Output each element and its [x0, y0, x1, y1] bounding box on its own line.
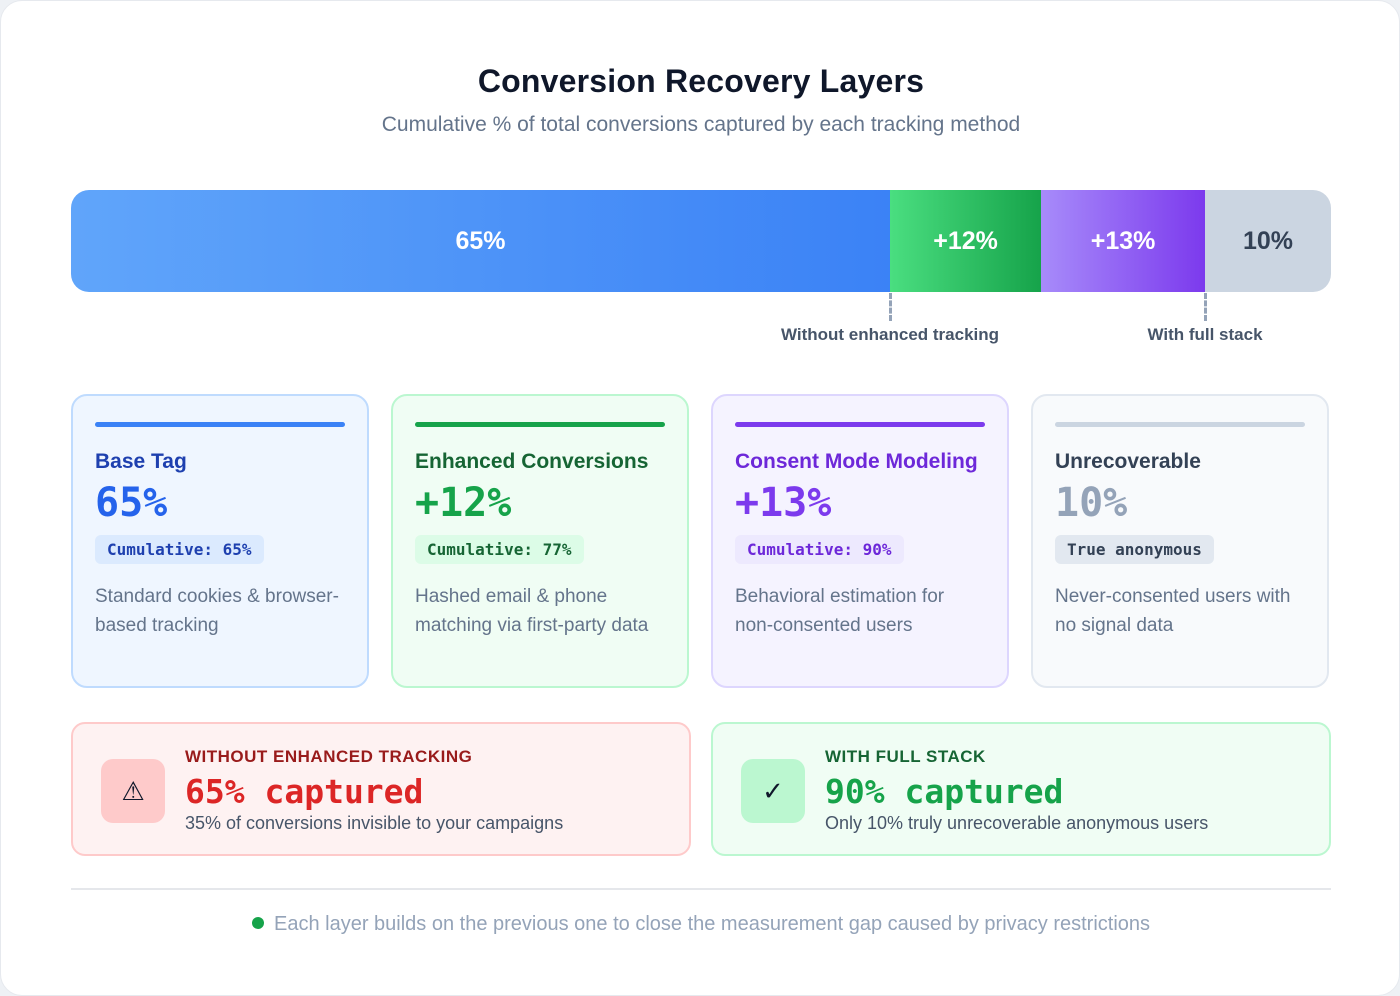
layer-accent-bar — [95, 422, 345, 427]
layer-name: Consent Mode Modeling — [735, 450, 978, 473]
layer-accent-bar — [415, 422, 665, 427]
summary-value: 90% captured — [825, 772, 1064, 811]
layer-card-consent-mode-modeling: Consent Mode Modeling +13% Cumulative: 9… — [711, 394, 1009, 688]
layer-name: Enhanced Conversions — [415, 450, 649, 473]
cumulative-badge: True anonymous — [1055, 535, 1214, 564]
footer-note: Each layer builds on the previous one to… — [1, 913, 1400, 936]
layer-percent: 10% — [1055, 480, 1128, 526]
layer-card-unrecoverable: Unrecoverable 10% True anonymous Never-c… — [1031, 394, 1329, 688]
marker-line — [1204, 293, 1207, 321]
layer-percent: +13% — [735, 480, 832, 526]
summary-description: Only 10% truly unrecoverable anonymous u… — [825, 813, 1209, 833]
summary-with-full-stack: ✓ WITH FULL STACK 90% captured Only 10% … — [711, 722, 1331, 856]
layer-percent: 65% — [95, 480, 168, 526]
summary-label: WITHOUT ENHANCED TRACKING — [185, 747, 473, 766]
chart-subtitle: Cumulative % of total conversions captur… — [381, 113, 1021, 136]
layer-description: Behavioral estimation for non-consented … — [735, 586, 945, 636]
chart-title: Conversion Recovery Layers — [477, 63, 925, 99]
layer-card-enhanced-conversions: Enhanced Conversions +12% Cumulative: 77… — [391, 394, 689, 688]
layer-description: Hashed email & phone matching via first-… — [415, 586, 649, 636]
layer-description: Standard cookies & browser-based trackin… — [95, 586, 339, 636]
layer-accent-bar — [735, 422, 985, 427]
bar-segment-label: 65% — [455, 226, 506, 255]
bar-segment-label: +13% — [1090, 226, 1156, 255]
bar-segment-label: 10% — [1242, 226, 1293, 255]
layer-card-base-tag: Base Tag 65% Cumulative: 65% Standard co… — [71, 394, 369, 688]
bar-segment-enhanced-conversions: +12% — [890, 190, 1042, 292]
marker-line — [889, 293, 892, 321]
marker-label: Without enhanced tracking — [780, 325, 1000, 344]
summary-without-enhanced-tracking: ⚠ WITHOUT ENHANCED TRACKING 65% captured… — [71, 722, 691, 856]
cumulative-badge: Cumulative: 77% — [415, 535, 584, 564]
summary-description: 35% of conversions invisible to your cam… — [185, 813, 564, 833]
bar-segment-base-tag: 65% — [71, 190, 890, 292]
layer-name: Base Tag — [95, 450, 187, 473]
layer-accent-bar — [1055, 422, 1305, 427]
marker-label: With full stack — [1147, 325, 1263, 344]
layer-name: Unrecoverable — [1055, 450, 1201, 473]
bar-segment-label: +12% — [933, 226, 998, 255]
layer-description: Never-consented users with no signal dat… — [1055, 586, 1291, 636]
check-icon: ✓ — [741, 759, 805, 823]
bar-segment-unrecoverable: 10% — [1204, 190, 1331, 292]
summary-label: WITH FULL STACK — [825, 747, 986, 766]
divider — [71, 888, 1331, 890]
status-dot-icon — [251, 916, 264, 929]
footer-text: Each layer builds on the previous one to… — [273, 913, 1151, 935]
stacked-bar: 65% +12% +13% 10% — [71, 190, 1331, 292]
cumulative-badge: Cumulative: 65% — [95, 535, 264, 564]
cumulative-badge: Cumulative: 90% — [735, 535, 904, 564]
warning-icon: ⚠ — [101, 759, 165, 823]
layer-percent: +12% — [415, 480, 512, 526]
summary-value: 65% captured — [185, 772, 424, 811]
bar-segment-consent-mode-modeling: +13% — [1041, 190, 1205, 292]
